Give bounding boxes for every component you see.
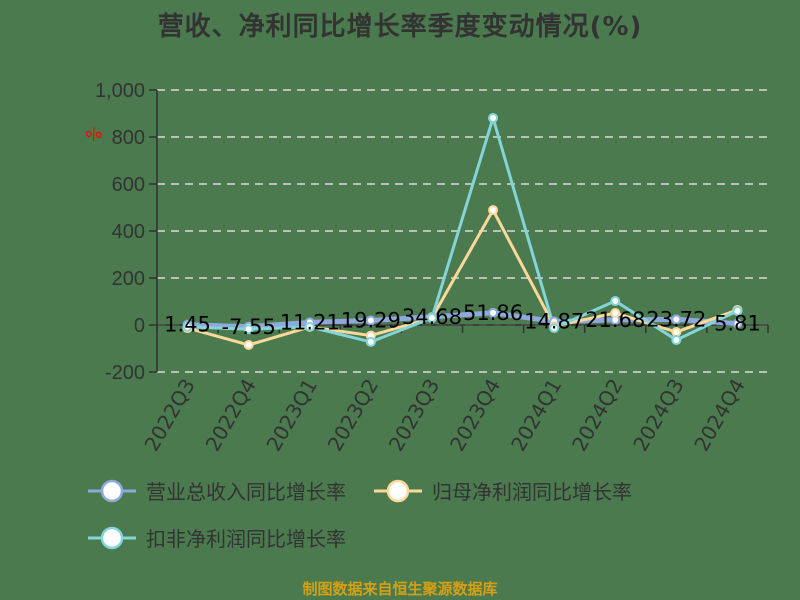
legend-marker-icon <box>374 479 422 502</box>
data-point[interactable] <box>488 205 499 216</box>
x-tick-label: 2024Q1 <box>506 375 566 456</box>
y-tick-label: 400 <box>112 221 145 243</box>
x-tick-label: 2024Q4 <box>689 375 749 456</box>
y-tick-label: 600 <box>112 174 145 196</box>
data-label: 23.72 <box>646 307 706 331</box>
data-point[interactable] <box>610 296 621 307</box>
legend-label: 扣非净利润同比增长率 <box>146 527 346 551</box>
legend-marker-icon <box>88 526 136 549</box>
chart-title: 营收、净利同比增长率季度变动情况(%) <box>157 12 643 42</box>
legend-item-deducted-net-profit[interactable]: 扣非净利润同比增长率 <box>88 523 346 552</box>
data-point[interactable] <box>610 308 621 319</box>
series-line <box>187 116 739 344</box>
data-point[interactable] <box>732 318 743 329</box>
legend: 营业总收入同比增长率 归母净利润同比增长率 扣非净利润同比增长率 <box>88 476 768 552</box>
series-line <box>187 208 738 347</box>
legend-label: 营业总收入同比增长率 <box>146 480 346 504</box>
y-tick-label: 1,000 <box>95 80 145 102</box>
data-point[interactable] <box>243 324 254 335</box>
data-point[interactable] <box>365 336 376 347</box>
y-tick-label: 800 <box>112 127 145 149</box>
x-tick-label: 2024Q3 <box>628 375 688 456</box>
x-tick-label: 2023Q3 <box>384 375 444 456</box>
data-point[interactable] <box>243 339 254 350</box>
legend-item-revenue[interactable]: 营业总收入同比增长率 <box>88 476 346 505</box>
data-label: 19.29 <box>341 308 401 332</box>
data-label: 5.81 <box>714 312 761 336</box>
data-label: 1.45 <box>164 313 211 337</box>
x-tick-label: 2024Q2 <box>567 375 627 456</box>
x-tick-label: 2023Q4 <box>445 375 505 456</box>
data-point[interactable] <box>671 335 682 346</box>
data-point[interactable] <box>488 307 499 318</box>
data-point[interactable] <box>732 305 743 316</box>
y-tick-label: 0 <box>134 315 145 337</box>
data-point[interactable] <box>365 315 376 326</box>
legend-marker-icon <box>88 479 136 502</box>
x-tick-label: 2023Q2 <box>323 375 383 456</box>
data-label: 11.21 <box>280 310 340 334</box>
data-point[interactable] <box>671 314 682 325</box>
x-tick-label: 2022Q4 <box>201 375 261 456</box>
legend-item-net-profit[interactable]: 归母净利润同比增长率 <box>374 476 632 505</box>
y-unit-label: % <box>83 123 106 147</box>
data-label: 14.87 <box>524 310 584 334</box>
data-point[interactable] <box>304 321 315 332</box>
data-point[interactable] <box>488 112 499 123</box>
y-tick-label: -200 <box>105 362 145 384</box>
y-tick-label: 200 <box>112 268 145 290</box>
legend-label: 归母净利润同比增长率 <box>432 480 632 504</box>
data-label: -7.55 <box>221 315 275 339</box>
data-point[interactable] <box>182 321 193 332</box>
data-point[interactable] <box>549 323 560 334</box>
data-point[interactable] <box>426 312 437 323</box>
x-tick-label: 2023Q1 <box>262 375 322 456</box>
data-label: 21.68 <box>585 308 645 332</box>
data-label: 51.86 <box>463 301 523 325</box>
data-source-note: 制图数据来自恒生聚源数据库 <box>302 580 498 598</box>
data-label: 34.68 <box>402 305 462 329</box>
x-tick-label: 2022Q3 <box>139 375 199 456</box>
